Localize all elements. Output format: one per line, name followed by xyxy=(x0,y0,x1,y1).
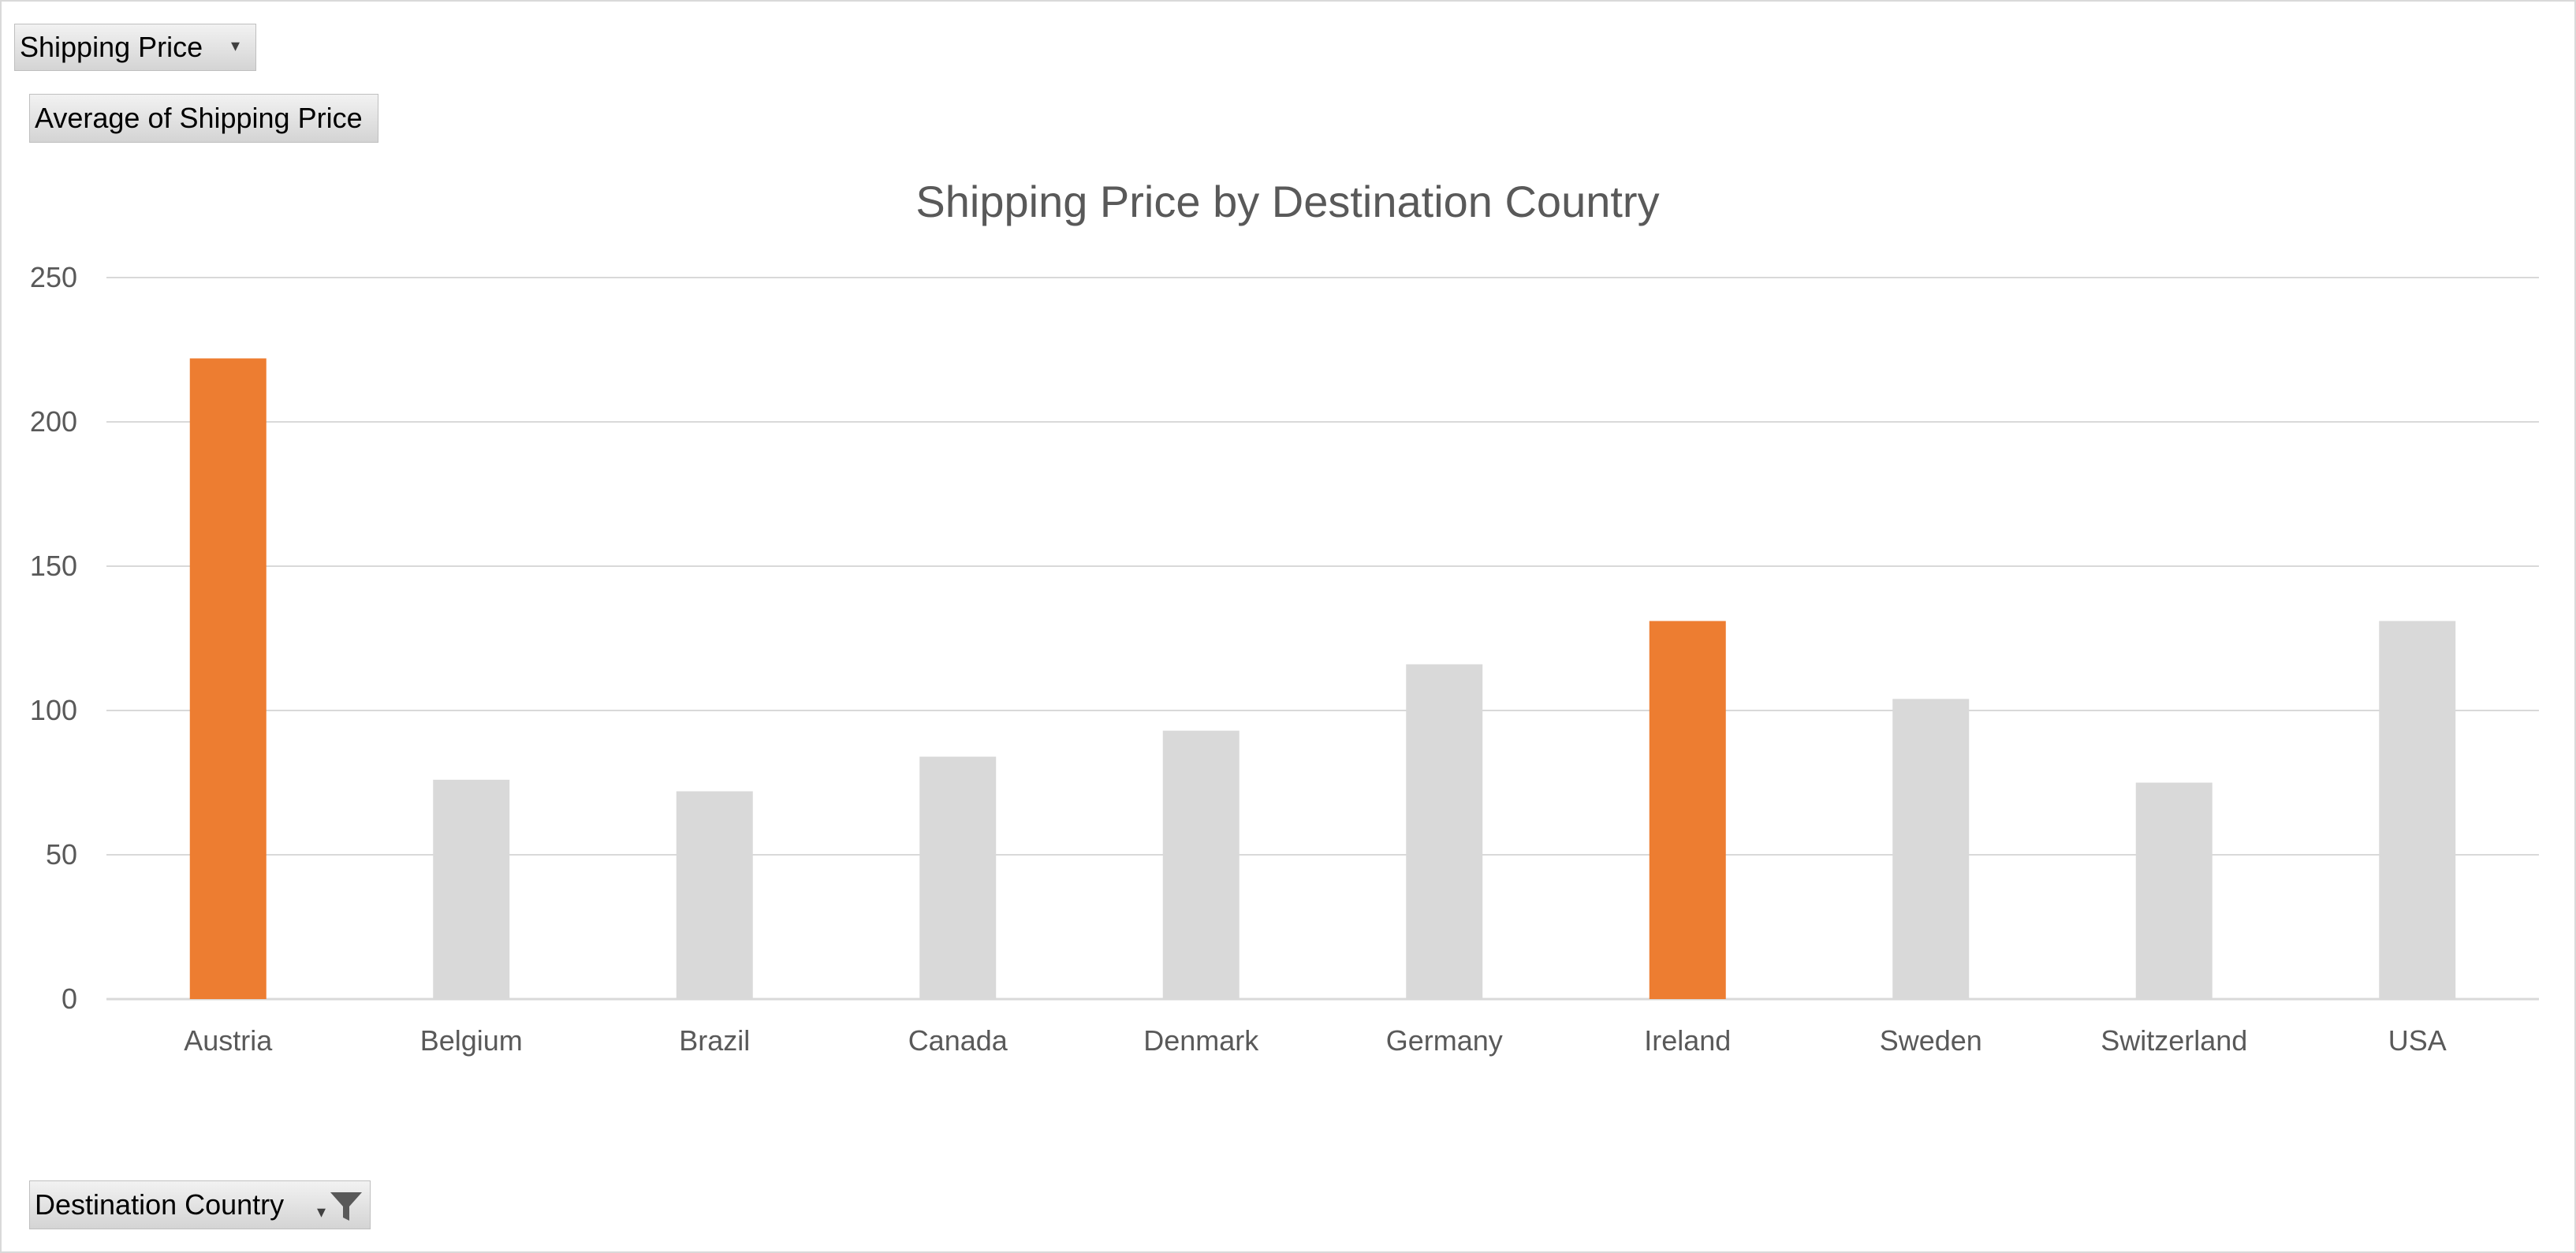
average-shipping-price-value-button[interactable]: Average of Shipping Price xyxy=(29,94,378,143)
gridlines xyxy=(106,277,2539,1001)
y-tick-label: 100 xyxy=(30,694,77,726)
filter-icon[interactable] xyxy=(327,1188,365,1225)
average-shipping-price-label: Average of Shipping Price xyxy=(35,102,363,134)
x-tick-label: Denmark xyxy=(1143,1024,1259,1057)
bar-denmark xyxy=(1162,730,1240,999)
y-axis-ticks: 0 50 100 150 200 250 xyxy=(30,261,77,1015)
x-tick-label: USA xyxy=(2388,1024,2447,1057)
x-tick-label: Austria xyxy=(184,1024,273,1057)
x-tick-label: Belgium xyxy=(420,1024,523,1057)
x-axis-ticks: Austria Belgium Brazil Canada Denmark Germany… xyxy=(184,1024,2447,1057)
x-tick-label: Switzerland xyxy=(2101,1024,2247,1057)
bar-canada xyxy=(919,756,997,999)
x-tick-label: Canada xyxy=(908,1024,1008,1057)
bar-belgium xyxy=(433,779,510,999)
bar-germany xyxy=(1406,664,1483,999)
bar-usa xyxy=(2379,621,2456,999)
y-tick-label: 50 xyxy=(46,838,77,871)
bar-ireland xyxy=(1649,621,1726,999)
chevron-down-icon[interactable]: ▾ xyxy=(230,35,240,55)
bar-sweden xyxy=(1892,699,1970,999)
destination-country-field-label: Destination Country xyxy=(35,1188,285,1221)
x-tick-label: Sweden xyxy=(1880,1024,1982,1057)
bars xyxy=(189,358,2456,1000)
destination-country-field-button[interactable]: Destination Country ▾ xyxy=(29,1180,371,1229)
x-tick-label: Germany xyxy=(1386,1024,1503,1057)
x-tick-label: Brazil xyxy=(679,1024,750,1057)
x-tick-label: Ireland xyxy=(1644,1024,1731,1057)
bar-switzerland xyxy=(2135,782,2213,999)
y-tick-label: 150 xyxy=(30,550,77,582)
bar-brazil xyxy=(676,791,753,999)
shipping-price-field-button[interactable]: Shipping Price ▾ xyxy=(14,24,256,71)
chevron-down-icon[interactable]: ▾ xyxy=(316,1202,326,1221)
y-tick-label: 0 xyxy=(62,983,77,1015)
chart-title: Shipping Price by Destination Country xyxy=(915,177,1659,226)
bar-austria xyxy=(189,358,267,1000)
y-tick-label: 250 xyxy=(30,261,77,293)
y-tick-label: 200 xyxy=(30,405,77,438)
shipping-price-field-label: Shipping Price xyxy=(20,31,203,63)
